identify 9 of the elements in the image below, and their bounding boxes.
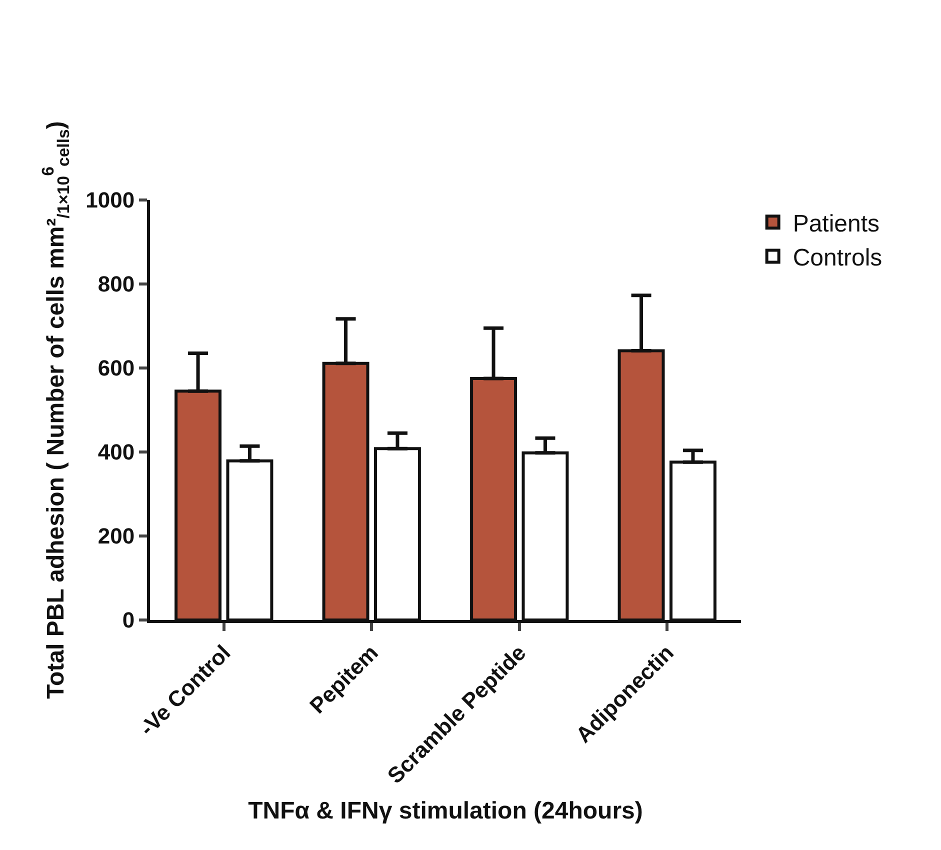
legend-label: Controls — [792, 244, 882, 272]
legend-label: Patients — [792, 210, 880, 238]
y-tick-label: 400 — [98, 440, 135, 465]
y-tick-label: 0 — [122, 608, 135, 633]
y-tick-label: 200 — [98, 524, 135, 549]
y-tick-label: 600 — [98, 356, 135, 381]
x-axis-title: TNFα & IFNγ stimulation (24hours) — [248, 798, 643, 825]
y-tick-label: 800 — [98, 272, 135, 297]
y-tick-label: 1000 — [86, 188, 135, 213]
